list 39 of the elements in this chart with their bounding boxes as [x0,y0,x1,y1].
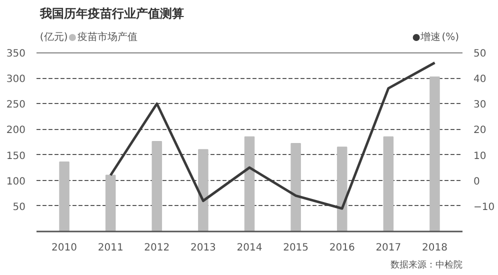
line-series [109,61,436,210]
x-tick-label: 2017 [376,242,402,254]
x-tick-label: 2011 [98,242,124,254]
legend-label: 增速 [419,31,440,43]
y-tick-label: 150 [6,150,26,162]
bar [244,136,255,232]
bar [198,149,208,232]
y2-tick-label: 50 [474,48,486,60]
source-note: 数据来源：中检院 [390,260,462,270]
y2-tick-label: 0 [474,176,480,188]
x-tick-label: 2010 [52,242,78,254]
bar [430,76,440,232]
x-tick-label: 2016 [329,242,355,254]
y2-tick-label: 40 [474,74,486,86]
bar [336,146,348,232]
legend-label: 疫苗市场产值 [78,31,138,43]
y-axis-title: (亿元) [40,32,68,43]
y-tick-label: 300 [6,74,26,86]
bar [105,174,116,232]
x-tick-label: 2015 [283,242,309,254]
x-tick-label: 2018 [422,242,448,254]
bar [152,140,162,232]
bar [290,143,301,232]
y2-tick-label: −10 [474,202,495,213]
x-tick-label: 2012 [144,242,170,254]
x-tick-label: 2014 [236,242,262,254]
y-tick-label: 100 [6,176,26,188]
bar [59,161,70,232]
x-tick-label: 2013 [190,242,216,254]
y-tick-label: 250 [6,100,26,111]
y-tick-label: 50 [12,202,26,213]
y2-axis-title: (%) [442,32,460,43]
chart-title: 我国历年疫苗行业产值测算 [38,6,184,20]
y2-tick-label: 20 [474,125,486,136]
y2-tick-label: 10 [474,150,486,162]
bar [383,136,394,232]
y2-tick-label: 30 [474,100,486,111]
y-tick-label: 350 [6,48,26,60]
y-tick-label: 200 [6,125,26,136]
